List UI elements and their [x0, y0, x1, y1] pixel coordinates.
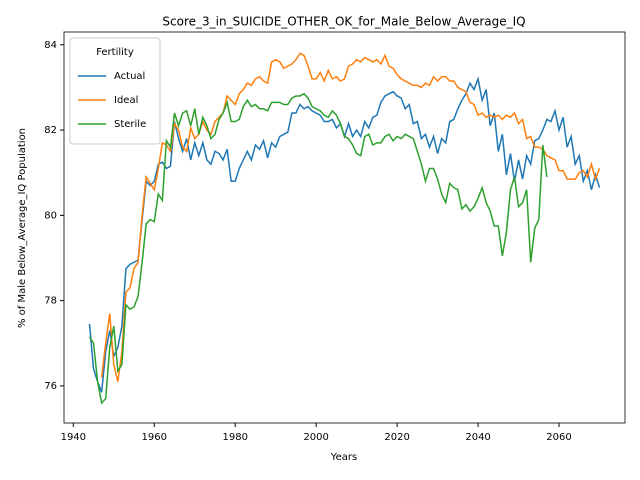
x-tick-label: 2060	[546, 432, 571, 443]
legend-title: Fertility	[96, 47, 134, 58]
y-axis-label: % of Male Below_Average_IQ Population	[17, 128, 28, 328]
line-series	[100, 52, 601, 382]
y-tick-label: 84	[44, 40, 57, 51]
x-tick-label: 2020	[384, 432, 409, 443]
x-axis-label: Years	[330, 452, 357, 463]
legend-box	[69, 37, 161, 145]
line-series	[88, 92, 548, 405]
plot-frame	[63, 31, 626, 424]
x-tick-label: 1960	[142, 432, 167, 443]
legend-label: Actual	[114, 71, 145, 82]
x-tick-label: 2000	[303, 432, 328, 443]
x-tick-label: 1940	[61, 432, 86, 443]
y-tick-label: 80	[44, 210, 57, 221]
y-tick-label: 78	[44, 296, 57, 307]
legend-label: Sterile	[114, 119, 146, 130]
x-tick-label: 1980	[222, 432, 247, 443]
y-tick-label: 82	[44, 125, 57, 136]
y-tick-label: 76	[44, 381, 57, 392]
legend-label: Ideal	[114, 95, 138, 106]
x-tick-label: 2040	[465, 432, 490, 443]
chart-title: Score_3_in_SUICIDE_OTHER_OK_for_Male_Bel…	[162, 15, 525, 29]
